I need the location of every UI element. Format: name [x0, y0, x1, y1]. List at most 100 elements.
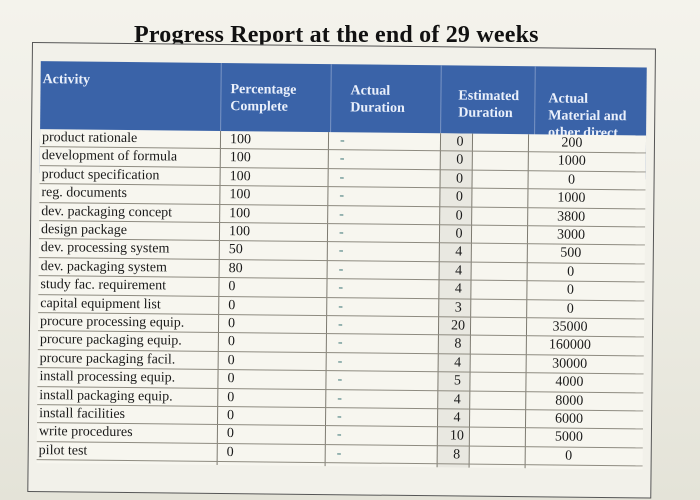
activity-cell: dev. packaging system [40, 258, 167, 276]
activity-cell: development of formula [41, 148, 178, 165]
progress-table: Activity Percentage Complete Actual Dura… [27, 42, 656, 499]
header-percentage-line1: Percentage [230, 82, 297, 98]
activity-cell: pilot test [38, 442, 88, 459]
header-estimated-duration: Estimated Duration [458, 87, 519, 122]
activity-cell: dev. packaging concept [41, 203, 173, 221]
actual-material-cell: 0 [566, 282, 575, 298]
actual-material-cell: 8000 [555, 393, 584, 409]
actual-material-cell: 200 [561, 135, 583, 151]
percentage-cell: 0 [226, 426, 234, 442]
actual-duration-cell: - [337, 317, 343, 333]
percentage-cell: 100 [229, 132, 252, 148]
estimated-duration-cell: 0 [455, 226, 463, 242]
percentage-cell: 0 [227, 408, 235, 424]
actual-material-cell: 0 [568, 172, 576, 188]
activity-cell: product specification [41, 166, 160, 184]
actual-material-cell: 5000 [554, 429, 583, 446]
percentage-cell: 0 [226, 444, 234, 460]
estimated-duration-cell: 3 [454, 300, 462, 316]
activity-cell: design package [40, 222, 128, 239]
activity-cell: write procedures [38, 424, 133, 441]
percentage-cell: 0 [227, 334, 235, 350]
header-actual-duration: Actual Duration [350, 82, 405, 117]
percentage-cell: 100 [229, 150, 251, 166]
estimated-duration-cell: 0 [455, 208, 463, 224]
actual-material-cell: 3800 [557, 209, 586, 225]
estimated-duration-cell: 0 [456, 171, 464, 187]
activity-cell: dev. processing system [40, 240, 170, 257]
actual-duration-cell: - [337, 390, 343, 406]
estimated-duration-cell: 8 [454, 336, 462, 352]
estimated-duration-cell: 4 [453, 410, 461, 426]
estimated-duration-cell: 4 [455, 263, 463, 279]
estimated-duration-cell: 4 [455, 244, 463, 260]
estimated-duration-cell: 0 [456, 152, 464, 168]
actual-duration-cell: - [337, 372, 343, 388]
actual-duration-cell: - [336, 446, 342, 462]
header-activity: Activity [42, 72, 91, 88]
header-actual-duration-line1: Actual [350, 83, 391, 99]
percentage-cell: 0 [228, 279, 236, 295]
actual-duration-cell: - [337, 409, 342, 425]
estimated-duration-cell: 10 [449, 428, 464, 444]
activity-cell: install processing equip. [39, 369, 176, 386]
actual-material-cell: 1000 [557, 190, 586, 206]
percentage-cell: 0 [227, 371, 235, 387]
estimated-duration-cell: 20 [450, 318, 466, 334]
percentage-cell: 50 [228, 242, 243, 258]
percentage-cell: 100 [228, 224, 251, 240]
percentage-cell: 100 [229, 168, 251, 185]
actual-duration-cell: - [339, 151, 345, 167]
header-estimated-duration-line1: Estimated [458, 88, 520, 105]
estimated-duration-cell: 4 [454, 355, 462, 371]
percentage-cell: 0 [227, 316, 236, 332]
actual-material-cell: 4000 [555, 374, 584, 390]
activity-cell: capital equipment list [40, 295, 161, 312]
actual-duration-cell: - [338, 298, 343, 314]
actual-duration-cell: - [339, 206, 344, 222]
percentage-cell: 0 [228, 297, 236, 313]
actual-material-cell: 1000 [557, 153, 586, 170]
estimated-duration-cell: 0 [455, 189, 463, 205]
percentage-cell: 0 [227, 389, 235, 405]
actual-duration-cell: - [339, 170, 345, 186]
activity-cell: procure packaging facil. [39, 350, 176, 368]
activity-cell: install packaging equip. [39, 387, 173, 405]
actual-material-cell: 500 [560, 245, 582, 262]
actual-duration-cell: - [339, 188, 345, 204]
activity-cell: procure packaging equip. [39, 332, 182, 349]
activity-cell: reg. documents [41, 185, 128, 202]
actual-duration-cell: - [336, 427, 342, 443]
actual-material-cell: 160000 [548, 337, 591, 354]
actual-material-cell: 0 [567, 264, 575, 280]
header-actual-material-line1: Actual [548, 91, 589, 107]
activity-cell: product rationale [41, 130, 138, 147]
estimated-duration-cell: 5 [453, 373, 462, 389]
actual-duration-cell: - [337, 354, 343, 370]
percentage-cell: 100 [229, 187, 251, 203]
actual-duration-cell: - [338, 225, 344, 241]
estimated-duration-cell: 0 [456, 134, 464, 150]
actual-material-cell: 0 [566, 301, 574, 317]
activity-cell: procure processing equip. [39, 314, 185, 331]
header-percentage: Percentage Complete [230, 81, 296, 116]
activity-cell: install facilities [39, 406, 126, 422]
header-actual-duration-line2: Duration [350, 100, 405, 116]
actual-duration-cell: - [338, 243, 344, 259]
estimated-duration-cell: 8 [453, 447, 461, 463]
actual-material-cell: 0 [565, 448, 573, 464]
estimated-duration-cell: 4 [453, 392, 461, 408]
header-estimated-duration-line2: Duration [458, 105, 513, 122]
actual-material-cell: 6000 [555, 411, 584, 427]
header-percentage-line2: Complete [230, 99, 288, 115]
actual-duration-cell: - [339, 133, 345, 149]
percentage-cell: 80 [228, 260, 243, 277]
actual-duration-cell: - [338, 280, 344, 296]
actual-material-cell: 30000 [552, 356, 588, 372]
percentage-cell: 100 [229, 205, 251, 221]
actual-material-cell: 3000 [556, 227, 586, 243]
activity-cell: study fac. requirement [40, 277, 167, 294]
actual-duration-cell: - [338, 262, 344, 278]
percentage-cell: 0 [227, 352, 235, 368]
actual-material-cell: 35000 [552, 319, 588, 335]
